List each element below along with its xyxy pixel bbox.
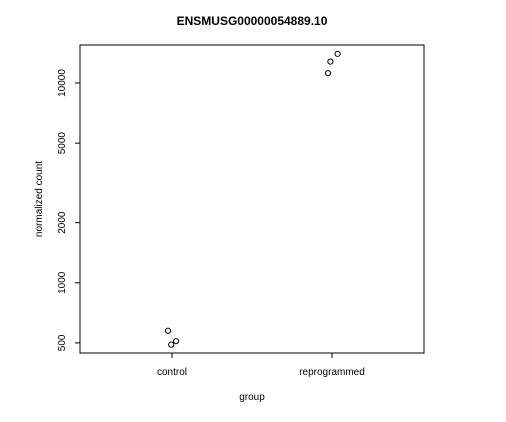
x-tick-label-control: control (157, 367, 187, 378)
y-tick-label-5000: 5000 (57, 132, 68, 155)
x-axis-label: group (239, 392, 265, 403)
y-axis: 500 1000 2000 5000 10000 (57, 69, 80, 351)
y-tick-label-10000: 10000 (57, 69, 68, 97)
data-points (164, 50, 341, 348)
y-tick-label-2000: 2000 (57, 211, 68, 234)
chart-title: ENSMUSG00000054889.10 (177, 14, 328, 28)
y-axis-label: normalized count (34, 161, 45, 237)
data-point-control-2 (168, 341, 175, 348)
data-point-reprogrammed-5 (334, 50, 341, 57)
plot-area (79, 44, 425, 354)
data-point-control-0 (164, 327, 172, 334)
data-point-reprogrammed-4 (327, 58, 334, 65)
data-point-control-1 (172, 338, 180, 345)
x-axis: control reprogrammed (157, 353, 365, 378)
y-tick-label-1000: 1000 (57, 271, 68, 294)
data-point-reprogrammed-3 (324, 70, 332, 77)
y-tick-label-500: 500 (57, 334, 68, 351)
x-tick-label-reprogrammed: reprogrammed (299, 367, 365, 378)
